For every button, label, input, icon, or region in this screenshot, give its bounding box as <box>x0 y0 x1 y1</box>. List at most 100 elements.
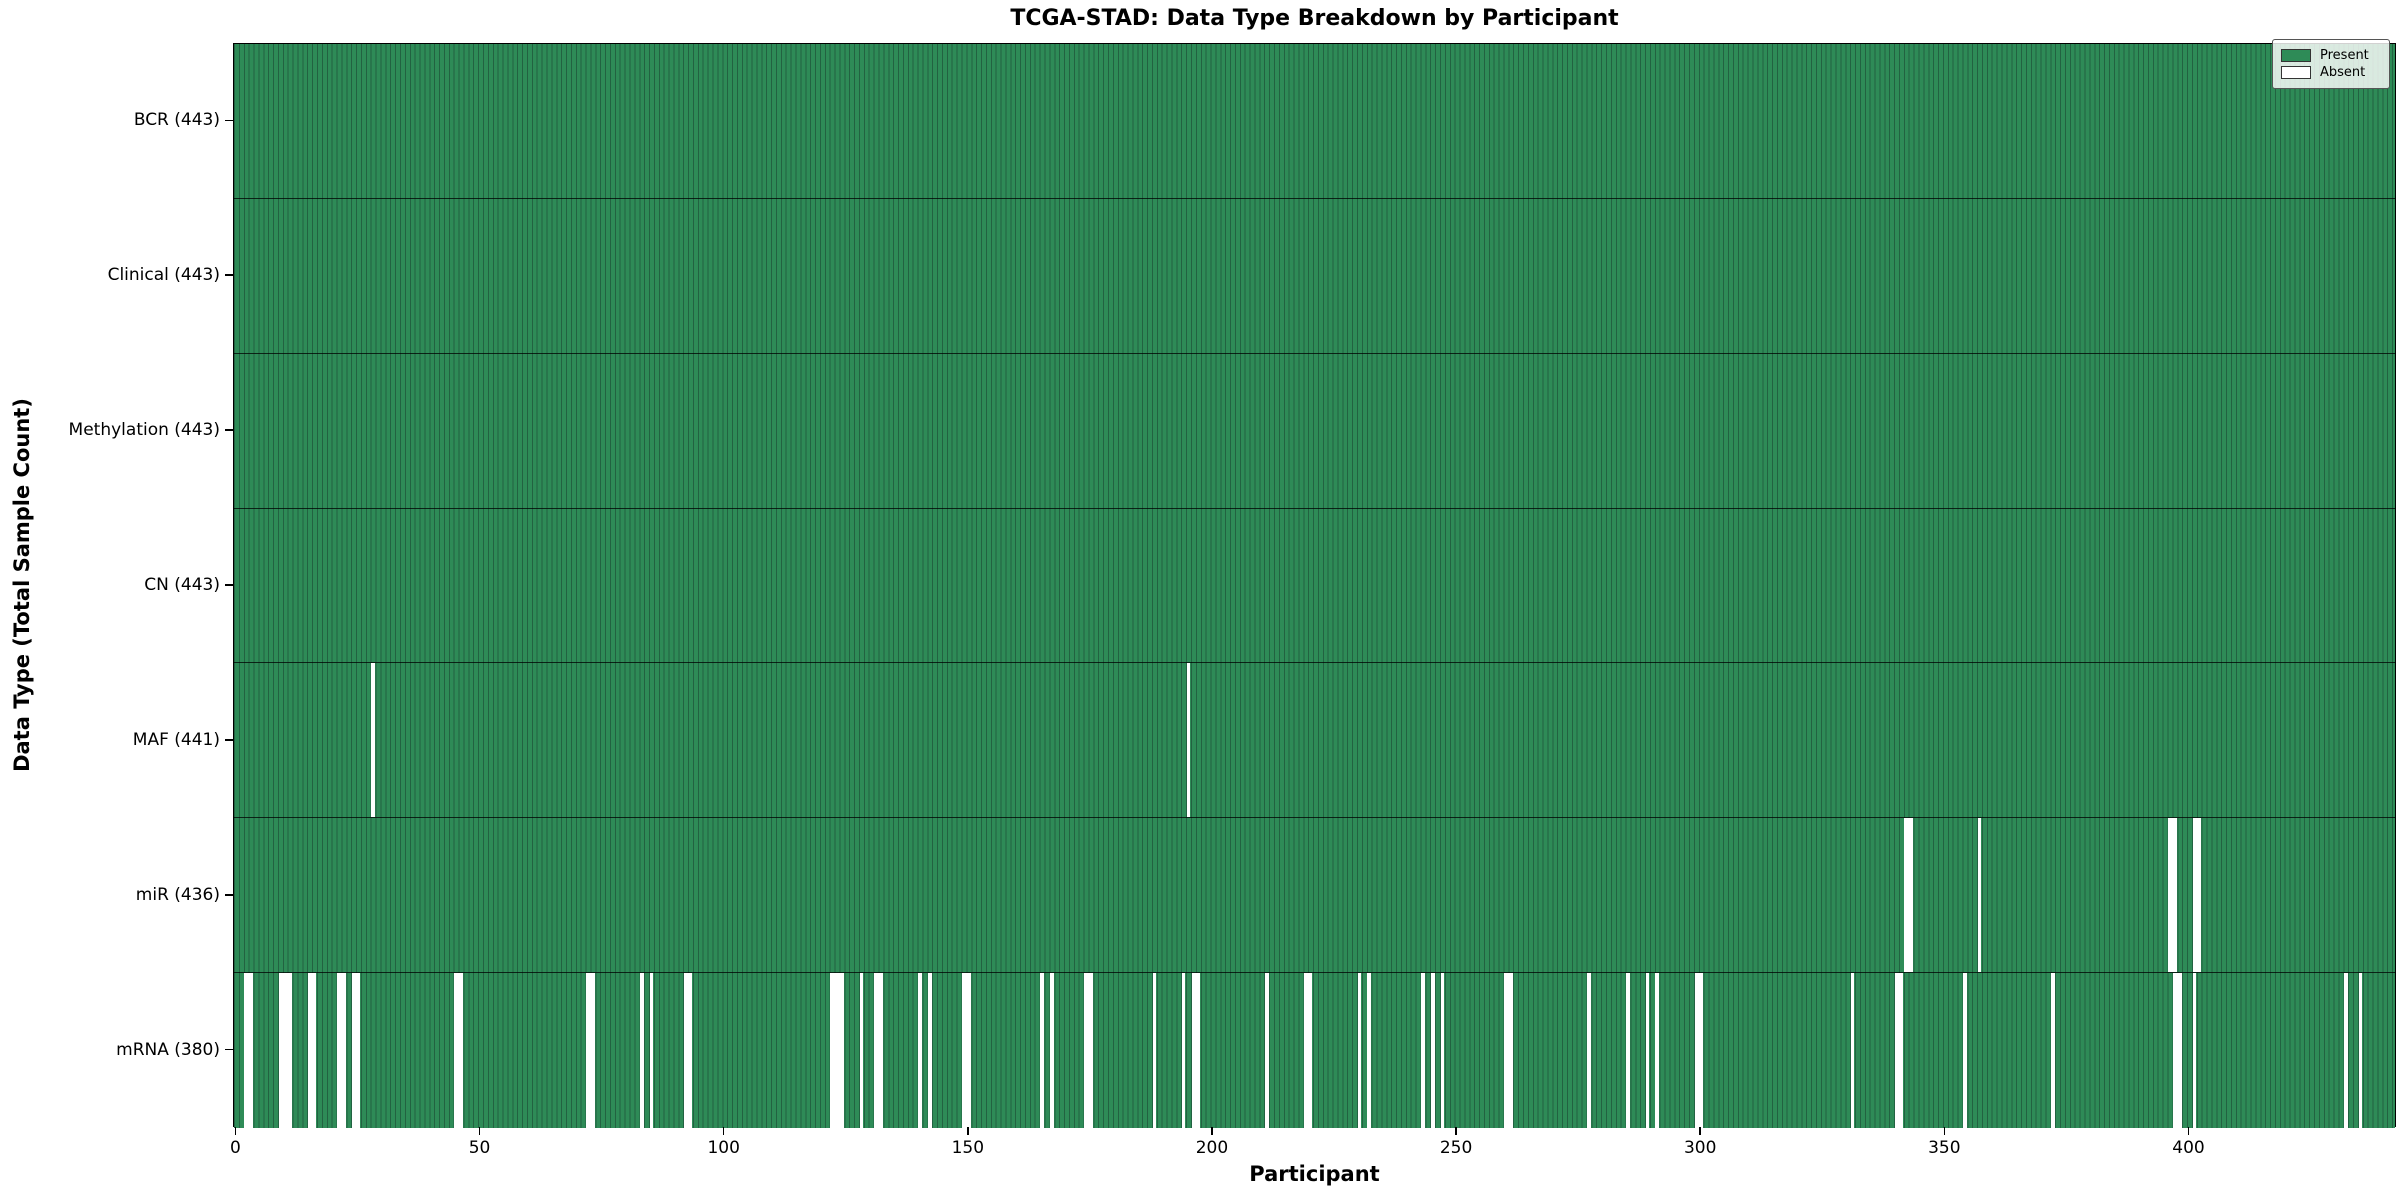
x-tick-label: 200 <box>1195 1138 1229 1158</box>
y-tick-mark <box>225 739 233 741</box>
absent-bar <box>1084 973 1093 1128</box>
y-tick-label: CN (443) <box>144 575 220 595</box>
x-tick-mark <box>1211 1127 1213 1135</box>
y-tick-label: Methylation (443) <box>68 420 220 441</box>
absent-bar <box>1894 973 1904 1128</box>
absent-bar <box>1186 663 1191 818</box>
absent-bar <box>1040 973 1044 1128</box>
absent-bar <box>1504 973 1513 1128</box>
absent-bar <box>351 973 361 1128</box>
y-axis-label: Data Type (Total Sample Count) <box>10 398 34 772</box>
x-tick-label: 150 <box>951 1138 985 1158</box>
absent-bar <box>1440 973 1445 1128</box>
absent-bar <box>1694 973 1704 1128</box>
y-tick-label: miR (436) <box>135 884 220 905</box>
absent-bar <box>1655 973 1660 1128</box>
absent-bar <box>1191 973 1201 1128</box>
absent-bar <box>962 973 971 1128</box>
absent-bar <box>1850 973 1855 1128</box>
x-tick-mark <box>1943 1127 1946 1135</box>
absent-bar <box>2050 973 2055 1128</box>
absent-bar <box>2343 973 2348 1128</box>
absent-bar <box>1181 973 1186 1128</box>
absent-bar <box>1303 973 1313 1128</box>
absent-bar <box>927 973 932 1128</box>
y-tick-mark <box>225 429 233 431</box>
absent-bar <box>830 973 844 1128</box>
absent-bar <box>2192 818 2202 973</box>
absent-bar <box>1264 973 1269 1128</box>
absent-bar <box>371 663 375 818</box>
absent-bar <box>859 973 864 1128</box>
absent-swatch <box>2281 66 2311 79</box>
y-tick-label: BCR (443) <box>133 110 220 131</box>
absent-bar <box>1963 973 1967 1128</box>
y-tick-mark <box>225 119 233 122</box>
x-tick-mark <box>967 1127 969 1135</box>
x-tick-label: 0 <box>230 1138 241 1158</box>
absent-bar <box>2172 973 2182 1128</box>
x-tick-mark <box>2187 1127 2190 1135</box>
chart-title: TCGA-STAD: Data Type Breakdown by Partic… <box>1010 6 1619 31</box>
row-maf <box>234 663 2395 819</box>
absent-bar <box>874 973 883 1128</box>
absent-bar <box>1049 973 1054 1128</box>
x-tick-mark <box>1455 1127 1457 1135</box>
plot-area <box>233 43 2396 1128</box>
present-swatch <box>2281 49 2311 62</box>
absent-bar <box>454 973 463 1128</box>
row-mrna <box>234 973 2395 1128</box>
x-tick-label: 300 <box>1683 1138 1717 1158</box>
absent-bar <box>307 973 317 1128</box>
absent-bar <box>1152 973 1157 1128</box>
y-tick-mark <box>225 584 233 586</box>
legend-label: Present <box>2320 48 2369 63</box>
legend-item-present: Present <box>2281 48 2381 63</box>
absent-bar <box>683 973 693 1128</box>
x-tick-mark <box>478 1127 481 1135</box>
y-tick-label: Clinical (443) <box>107 265 220 286</box>
absent-bar <box>278 973 292 1128</box>
absent-bar <box>1357 973 1362 1128</box>
absent-bar <box>244 973 253 1128</box>
absent-bar <box>649 973 654 1128</box>
absent-bar <box>1645 973 1650 1128</box>
x-tick-label: 350 <box>1928 1138 1961 1158</box>
legend-item-absent: Absent <box>2281 65 2381 80</box>
x-axis-label: Participant <box>1249 1162 1380 1186</box>
x-tick-label: 100 <box>707 1138 740 1158</box>
absent-bar <box>639 973 644 1128</box>
absent-bar <box>1367 973 1372 1128</box>
x-tick-label: 400 <box>2172 1138 2205 1158</box>
y-tick-label: mRNA (380) <box>116 1039 220 1060</box>
absent-bar <box>586 973 595 1128</box>
absent-bar <box>1430 973 1435 1128</box>
absent-bar <box>1977 818 1982 973</box>
x-tick-label: 50 <box>468 1138 491 1158</box>
absent-bar <box>1904 818 1914 973</box>
y-tick-mark <box>225 274 233 277</box>
row-clinical <box>234 198 2395 354</box>
row-methylation <box>234 353 2395 509</box>
absent-bar <box>2168 818 2177 973</box>
absent-bar <box>2192 973 2197 1128</box>
absent-bar <box>1626 973 1630 1128</box>
y-tick-label: MAF (441) <box>132 729 220 750</box>
legend-label: Absent <box>2320 65 2366 80</box>
absent-bar <box>337 973 346 1128</box>
x-tick-label: 250 <box>1439 1138 1473 1158</box>
absent-bar <box>1421 973 1425 1128</box>
legend: Present Absent <box>2272 39 2390 89</box>
row-cn <box>234 508 2395 664</box>
absent-bar <box>2358 973 2363 1128</box>
row-mir <box>234 818 2395 974</box>
absent-bar <box>918 973 922 1128</box>
absent-bar <box>1587 973 1591 1128</box>
y-tick-mark <box>225 1048 233 1051</box>
y-tick-mark <box>225 893 233 896</box>
x-tick-mark <box>234 1127 237 1135</box>
x-tick-mark <box>1699 1127 1702 1135</box>
x-tick-mark <box>722 1127 725 1135</box>
row-bcr <box>234 44 2395 199</box>
